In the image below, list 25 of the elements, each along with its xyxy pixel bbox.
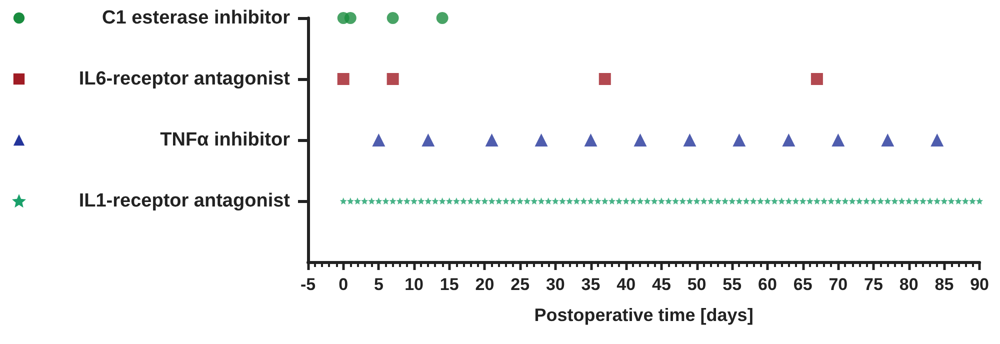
x-tick-label: 45 [652,275,671,294]
x-tick-label: 35 [581,275,600,294]
y-tick-label: C1 esterase inhibitor [102,8,291,28]
x-tick-label: 55 [722,275,742,294]
x-tick-label: 70 [828,275,848,294]
x-tick-label: 5 [374,275,384,294]
x-tick-label: 40 [616,275,636,294]
x-tick-label: 75 [864,275,883,294]
x-axis-title: Postoperative time [days] [534,305,754,325]
x-tick-label: 85 [934,275,954,294]
y-tick-label: TNFα inhibitor [160,130,291,150]
x-tick-label: 65 [793,275,812,294]
x-tick-label: -5 [300,275,316,294]
x-tick-label: 50 [687,275,706,294]
x-tick-label: 0 [338,275,348,294]
x-tick-label: 60 [758,275,777,294]
x-tick-label: 20 [475,275,494,294]
x-tick-label: 90 [970,275,990,294]
x-tick-label: 80 [899,275,918,294]
y-tick-label: IL1-receptor antagonist [78,190,291,212]
x-tick-label: 15 [440,275,459,294]
x-tick-label: 10 [404,275,424,294]
x-tick-label: 25 [510,275,530,294]
y-tick-label: IL6-receptor antagonist [78,68,291,90]
x-tick-label: 30 [546,275,565,294]
